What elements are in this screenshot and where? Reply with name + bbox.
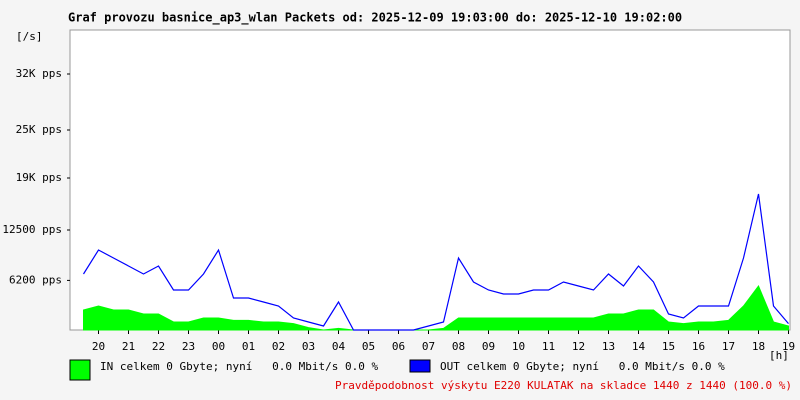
- note: Pravděpodobnost výskytu E220 KULATAK na …: [335, 379, 792, 392]
- y-tick-label: 25K pps: [16, 123, 62, 136]
- y-tick-label: 6200 pps: [9, 273, 62, 286]
- x-tick-label: 18: [752, 340, 765, 353]
- x-tick-label: 09: [482, 340, 495, 353]
- x-tick-label: 08: [452, 340, 465, 353]
- y-tick-label: 32K pps: [16, 67, 62, 80]
- x-tick-label: 06: [392, 340, 405, 353]
- x-tick-label: 19: [782, 340, 795, 353]
- y-tick-label: 12500 pps: [2, 223, 62, 236]
- plot-area: [69, 29, 791, 331]
- x-tick-label: 10: [512, 340, 525, 353]
- chart-title: Graf provozu basnice_ap3_wlan Packets od…: [68, 11, 682, 26]
- x-tick-label: 15: [662, 340, 675, 353]
- x-tick-label: 04: [332, 340, 346, 353]
- x-tick-label: 03: [302, 340, 315, 353]
- x-tick-label: 14: [632, 340, 646, 353]
- in-area: [83, 285, 789, 331]
- x-tick-label: 20: [92, 340, 105, 353]
- x-tick-label: 16: [692, 340, 705, 353]
- x-tick-label: 05: [362, 340, 375, 353]
- x-tick-label: 13: [602, 340, 615, 353]
- legend-swatch: [69, 359, 91, 381]
- x-tick-label: 17: [722, 340, 735, 353]
- x-tick-label: 23: [182, 340, 195, 353]
- x-tick-label: 01: [242, 340, 255, 353]
- legend-swatch: [409, 359, 431, 373]
- x-tick-label: 07: [422, 340, 435, 353]
- out-line: [82, 193, 789, 331]
- y-unit: [/s]: [16, 30, 43, 43]
- legend-label: OUT celkem 0 Gbyte; nyní 0.0 Mbit/s 0.0 …: [440, 360, 725, 373]
- y-tick-label: 19K pps: [16, 171, 62, 184]
- x-unit: [h]: [769, 349, 789, 362]
- x-tick-label: 22: [152, 340, 165, 353]
- legend-label: IN celkem 0 Gbyte; nyní 0.0 Mbit/s 0.0 %: [100, 360, 379, 373]
- x-tick-label: 21: [122, 340, 135, 353]
- x-tick-label: 11: [542, 340, 555, 353]
- x-tick-label: 02: [272, 340, 285, 353]
- x-tick-label: 12: [572, 340, 585, 353]
- x-tick-label: 00: [212, 340, 225, 353]
